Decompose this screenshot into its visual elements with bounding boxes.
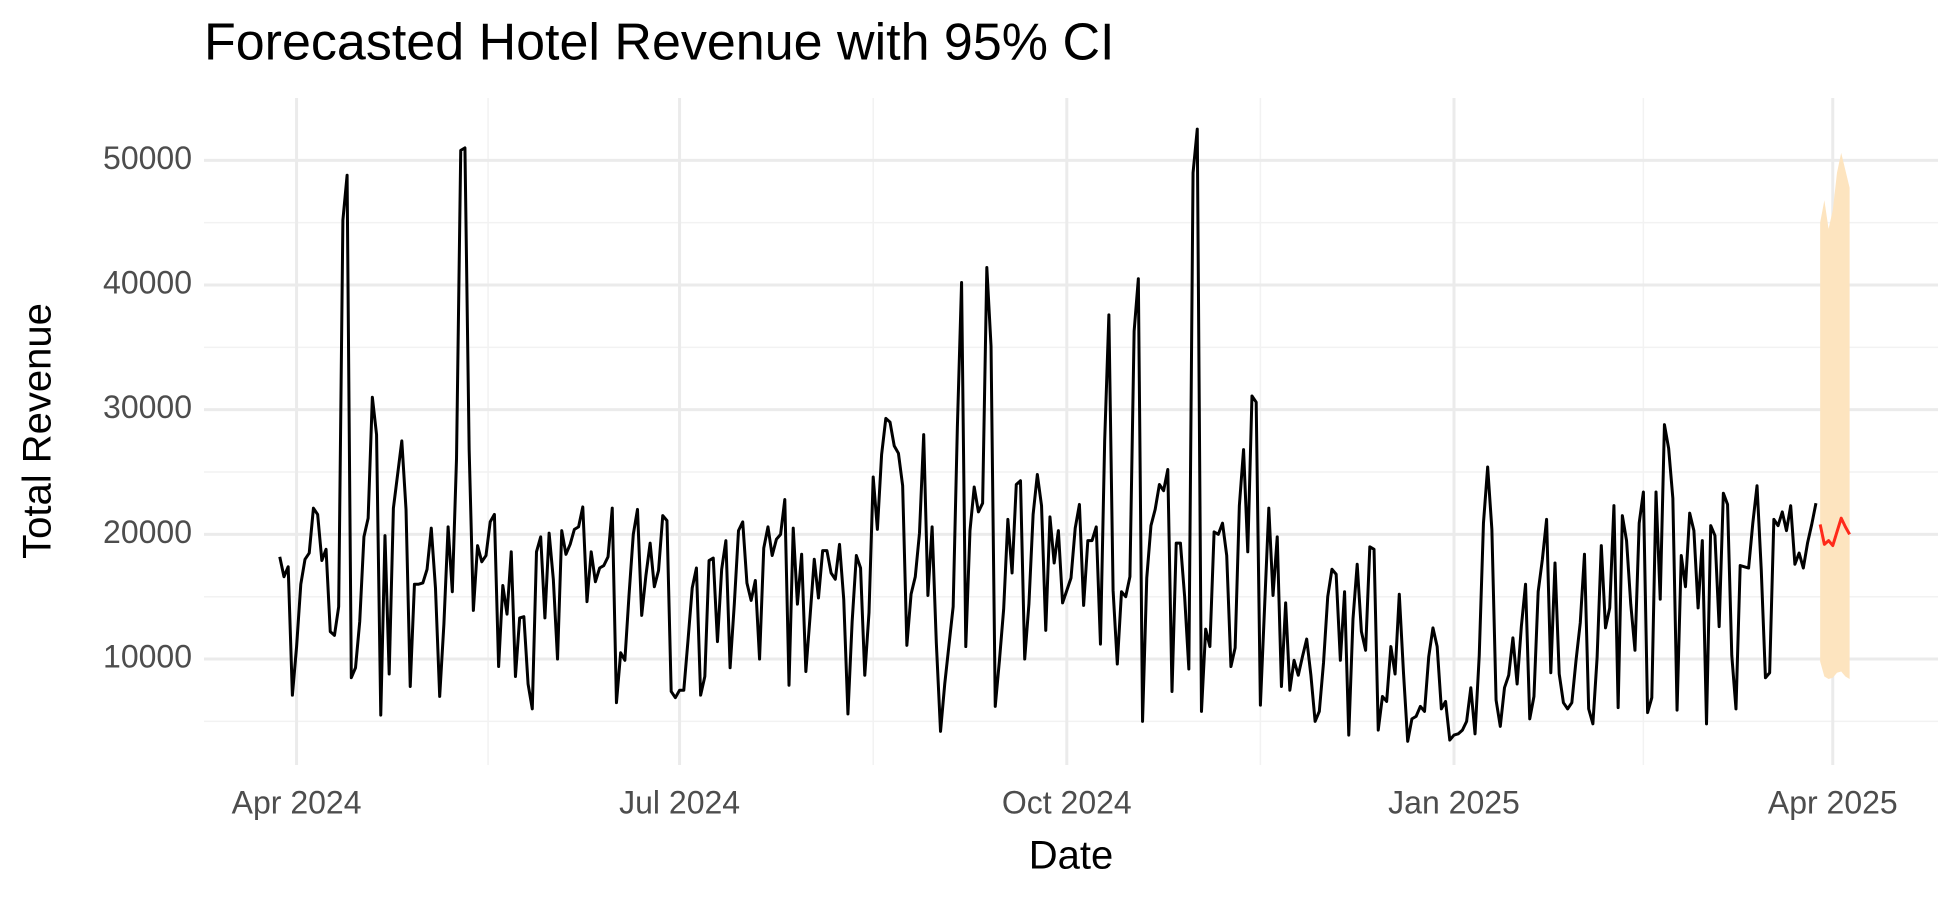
y-tick-label: 30000 [103,389,192,425]
series-line [1818,516,1851,548]
y-axis-title: Total Revenue [16,303,60,559]
series-line [278,127,1818,743]
y-tick-label: 50000 [103,140,192,176]
y-tick-label: 20000 [103,514,192,550]
x-axis-title: Date [1029,834,1114,878]
chart-title: Forecasted Hotel Revenue with 95% CI [204,14,1114,72]
confidence-band [1820,152,1850,679]
x-tick-label: Oct 2024 [1002,784,1132,820]
y-tick-label: 40000 [103,264,192,300]
x-tick-label: Apr 2024 [232,784,362,820]
y-tick-label: 10000 [103,638,192,674]
x-tick-label: Apr 2025 [1768,784,1898,820]
x-tick-label: Jan 2025 [1388,784,1520,820]
x-tick-label: Jul 2024 [619,784,740,820]
